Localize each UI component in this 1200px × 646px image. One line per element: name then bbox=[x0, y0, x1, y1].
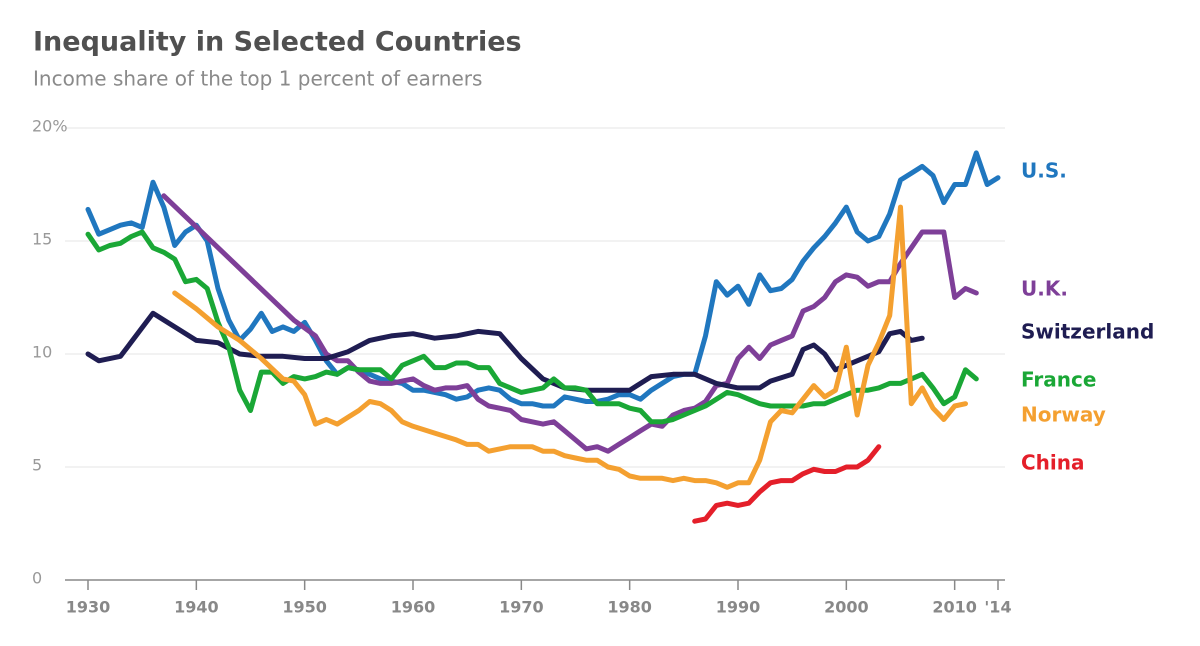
series-line bbox=[692, 444, 882, 524]
chart-subtitle: Income share of the top 1 percent of ear… bbox=[33, 67, 482, 91]
series-label: China bbox=[1021, 451, 1085, 475]
x-tick-label: 2000 bbox=[824, 598, 869, 617]
y-tick-label: 10 bbox=[32, 343, 52, 362]
y-tick-label: 15 bbox=[32, 230, 52, 249]
series-line bbox=[172, 204, 968, 490]
x-tick-label: 1940 bbox=[174, 598, 219, 617]
lines bbox=[85, 150, 1001, 524]
series-line bbox=[161, 193, 979, 454]
series-line bbox=[85, 229, 979, 425]
x-tick-label: 1980 bbox=[607, 598, 652, 617]
x-tick-label: '14 bbox=[984, 598, 1011, 617]
x-tick-label: 1930 bbox=[66, 598, 111, 617]
x-tick-label: 1950 bbox=[282, 598, 327, 617]
series-label: U.S. bbox=[1021, 159, 1067, 183]
series-label: Norway bbox=[1021, 403, 1106, 427]
y-tick-label: 0 bbox=[32, 569, 42, 588]
y-tick-label: 5 bbox=[32, 456, 42, 475]
y-tick-label: 20% bbox=[32, 117, 68, 136]
x-tick-label: 1960 bbox=[391, 598, 436, 617]
series-label: France bbox=[1021, 368, 1096, 392]
grid: 0 5 10 15 20% 1930 1940 1950 1960 1970 1980 1990 200… bbox=[32, 117, 1012, 617]
series-label: U.K. bbox=[1021, 277, 1068, 301]
x-tick-label: 1990 bbox=[716, 598, 761, 617]
x-tick-label: 2010 bbox=[932, 598, 977, 617]
chart-title: Inequality in Selected Countries bbox=[33, 27, 522, 58]
series-label: Switzerland bbox=[1021, 320, 1154, 344]
labels: U.S. U.K. Switzerland France Norway China bbox=[1021, 159, 1154, 475]
x-tick-label: 1970 bbox=[499, 598, 544, 617]
